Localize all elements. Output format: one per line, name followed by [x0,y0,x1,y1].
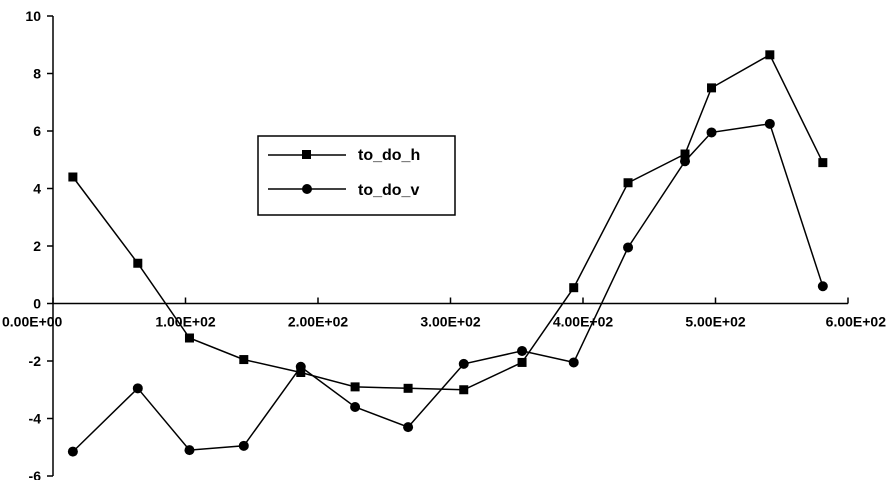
y-tick-label: -6 [29,468,42,480]
data-point-to-do-h [818,158,828,168]
chart-axes: -6 -4 -2 0 2 4 6 8 10 0.00E+00 1.00E+02 2.00E+02 3.0… [2,8,886,480]
y-tick-label: -4 [29,411,42,427]
data-point-to-do-v [764,118,775,129]
data-point-to-do-h [680,149,690,159]
y-tick-label: 4 [33,181,41,197]
data-point-to-do-v [623,242,634,253]
x-tick-label: 1.00E+02 [155,314,216,330]
data-point-to-do-h [133,258,143,268]
data-point-to-do-v [403,422,414,433]
y-tick-label: -2 [29,353,42,369]
y-tick-label: 6 [33,123,41,139]
legend-marker-to-do-h [302,150,311,159]
data-point-to-do-h [623,178,633,188]
x-tick-label: 5.00E+02 [685,314,746,330]
data-point-to-do-h [517,357,527,367]
x-tick-label: 3.00E+02 [420,314,481,330]
data-point-to-do-v [132,383,143,394]
data-point-to-do-h [68,172,78,182]
y-tick-label: 2 [33,238,41,254]
data-point-to-do-v [458,358,469,369]
legend-label-to-do-v: to_do_v [358,182,419,199]
data-point-to-do-v [67,446,78,457]
data-point-to-do-h [184,333,194,343]
data-point-to-do-v [295,361,306,372]
chart-legend: to_do_h to_do_v [257,135,456,216]
data-point-to-do-v [706,127,717,138]
y-tick-label: 10 [25,8,41,24]
data-point-to-do-v [517,345,528,356]
data-point-to-do-h [569,283,579,293]
data-point-to-do-v [568,357,579,368]
data-point-to-do-h [403,383,413,393]
data-point-to-do-h [707,83,717,93]
data-point-to-do-h [459,385,469,395]
x-tick-label: 4.00E+02 [553,314,614,330]
x-tick-label: 6.00E+02 [826,314,887,330]
x-tick-label: 2.00E+02 [288,314,349,330]
chart-series [67,50,828,457]
data-point-to-do-h [296,368,306,377]
y-tick-label: 0 [33,296,41,312]
data-point-to-do-h [239,355,249,365]
data-point-to-do-v [184,445,195,456]
legend-marker-to-do-v [302,184,312,194]
data-point-to-do-v [817,281,828,292]
data-point-to-do-v [238,440,249,451]
data-point-to-do-v [680,156,691,167]
legend-label-to-do-h: to_do_h [358,147,420,164]
y-tick-label: 8 [33,66,41,82]
data-point-to-do-v [350,402,361,412]
data-point-to-do-h [765,50,775,60]
legend-box [257,135,456,216]
x-tick-label: 0.00E+00 [2,314,63,330]
data-point-to-do-h [350,382,360,392]
